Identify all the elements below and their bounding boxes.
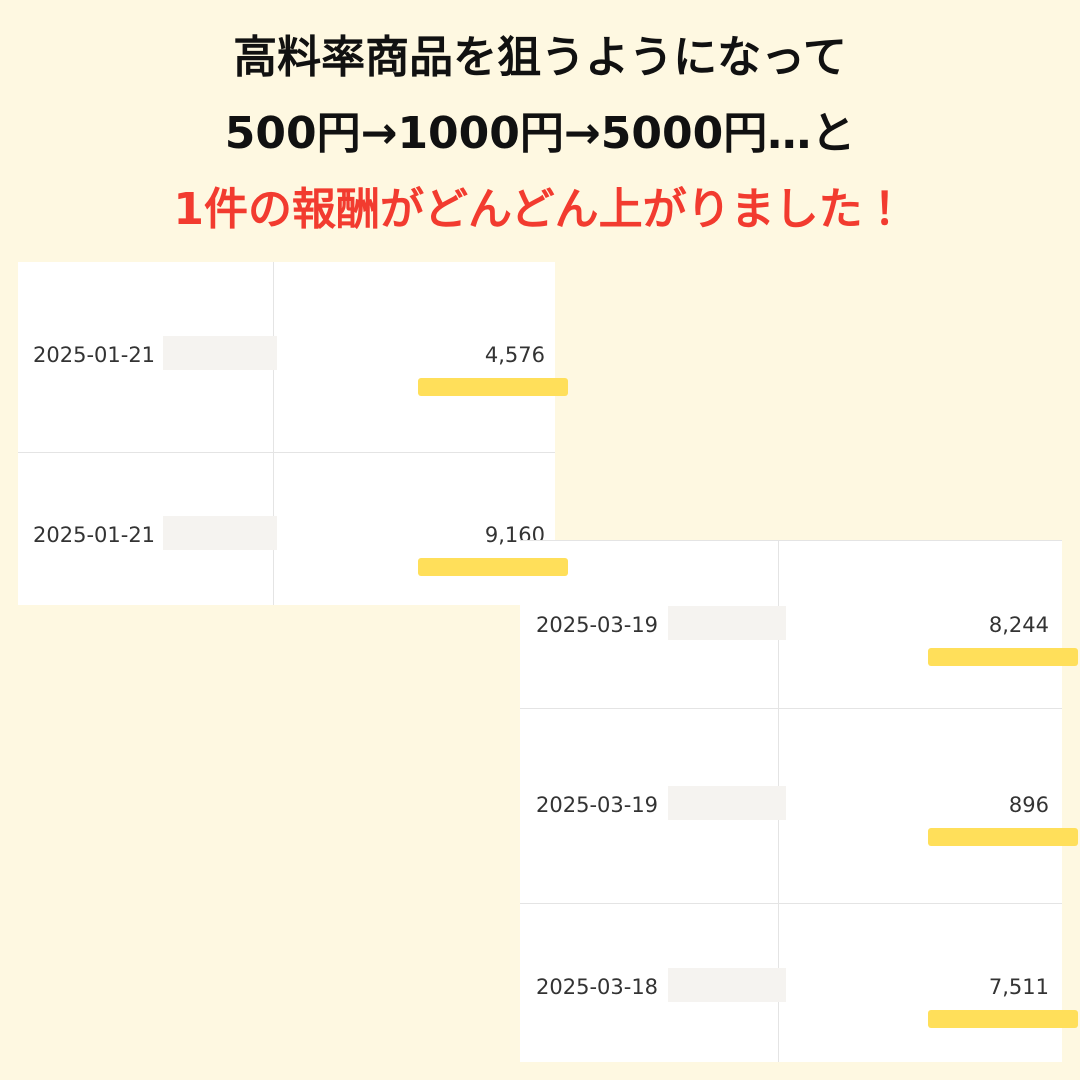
highlight [418, 558, 568, 576]
date-cell: 2025-03-18 [536, 975, 659, 999]
amount-cell: 896 [1008, 793, 1049, 817]
redacted-cell [668, 968, 786, 1002]
headline-highlight: 1件の報酬がどんどん上がりました！ [173, 184, 907, 235]
redacted-cell [668, 786, 786, 820]
highlight [928, 648, 1078, 666]
highlight [928, 1010, 1078, 1028]
row-divider [520, 708, 1062, 709]
date-cell: 2025-03-19 [536, 613, 659, 637]
row-divider [520, 540, 1062, 541]
date-cell: 2025-01-21 [33, 343, 156, 367]
headline: 高料率商品を狙うようになって [233, 32, 847, 83]
highlight [928, 828, 1078, 846]
report-table: 2025-03-19 8,244 2025-03-19 896 2025-03-18 7,… [520, 540, 1062, 1062]
date-cell: 2025-03-19 [536, 793, 659, 817]
amount-cell: 7,511 [988, 975, 1049, 999]
amount-cell: 4,576 [484, 343, 545, 367]
highlight [418, 378, 568, 396]
column-divider [273, 262, 274, 605]
row-divider [520, 903, 1062, 904]
redacted-cell [163, 516, 277, 550]
headline: 500円→1000円→5000円…と [224, 108, 856, 159]
report-table: 2025-01-21 4,576 2025-01-21 9,160 [18, 262, 555, 605]
amount-cell: 9,160 [484, 523, 545, 547]
date-cell: 2025-01-21 [33, 523, 156, 547]
amount-cell: 8,244 [988, 613, 1049, 637]
row-divider [18, 452, 555, 453]
redacted-cell [668, 606, 786, 640]
redacted-cell [163, 336, 277, 370]
